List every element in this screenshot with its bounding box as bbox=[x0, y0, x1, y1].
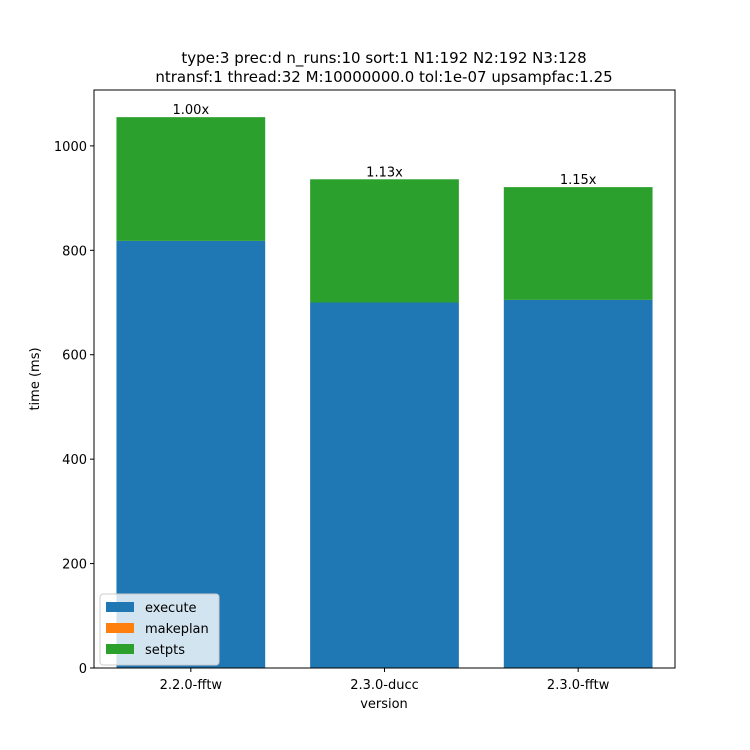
bar-setpts-3 bbox=[503, 187, 653, 300]
bars bbox=[116, 117, 653, 668]
legend-label-makeplan: makeplan bbox=[145, 622, 209, 637]
chart-title-line-2: ntransf:1 thread:32 M:10000000.0 tol:1e-… bbox=[155, 68, 612, 86]
bar-label-1: 1.00x bbox=[173, 103, 210, 118]
chart-title: type:3 prec:d n_runs:10 sort:1 N1:192 N2… bbox=[155, 49, 612, 86]
y-axis-ticks: 0 200 400 600 800 1000 bbox=[54, 140, 94, 677]
chart-title-line-1: type:3 prec:d n_runs:10 sort:1 N1:192 N2… bbox=[181, 49, 586, 68]
x-tick-label-3: 2.3.0-fftw bbox=[547, 678, 610, 693]
y-tick-label-6: 1000 bbox=[54, 140, 87, 155]
bar-label-3: 1.15x bbox=[560, 173, 597, 188]
y-axis-label: time (ms) bbox=[28, 347, 43, 410]
legend-swatch-execute bbox=[106, 602, 134, 612]
bar-setpts-2 bbox=[310, 179, 459, 303]
bar-setpts-1 bbox=[116, 117, 266, 241]
legend-swatch-makeplan bbox=[106, 623, 134, 633]
y-tick-label-4: 600 bbox=[62, 349, 87, 364]
bar-execute-2 bbox=[310, 302, 459, 668]
legend: execute makeplan setpts bbox=[99, 593, 220, 666]
x-axis-label: version bbox=[360, 697, 408, 712]
y-tick-label-5: 800 bbox=[62, 244, 87, 259]
bar-labels: 1.00x 1.13x 1.15x bbox=[173, 103, 597, 188]
legend-label-execute: execute bbox=[145, 601, 197, 616]
x-tick-label-2: 2.3.0-ducc bbox=[350, 678, 419, 693]
y-tick-label-1: 0 bbox=[79, 662, 87, 677]
bar-label-2: 1.13x bbox=[366, 165, 403, 180]
x-tick-label-1: 2.2.0-fftw bbox=[160, 678, 223, 693]
plot-frame bbox=[93, 89, 676, 669]
bar-execute-3 bbox=[503, 299, 653, 668]
y-tick-label-2: 200 bbox=[62, 558, 87, 573]
y-tick-label-3: 400 bbox=[62, 453, 87, 468]
legend-swatch-setpts bbox=[106, 644, 134, 654]
legend-label-setpts: setpts bbox=[145, 643, 185, 658]
x-axis-ticks: 2.2.0-fftw 2.3.0-ducc 2.3.0-fftw bbox=[160, 668, 610, 693]
